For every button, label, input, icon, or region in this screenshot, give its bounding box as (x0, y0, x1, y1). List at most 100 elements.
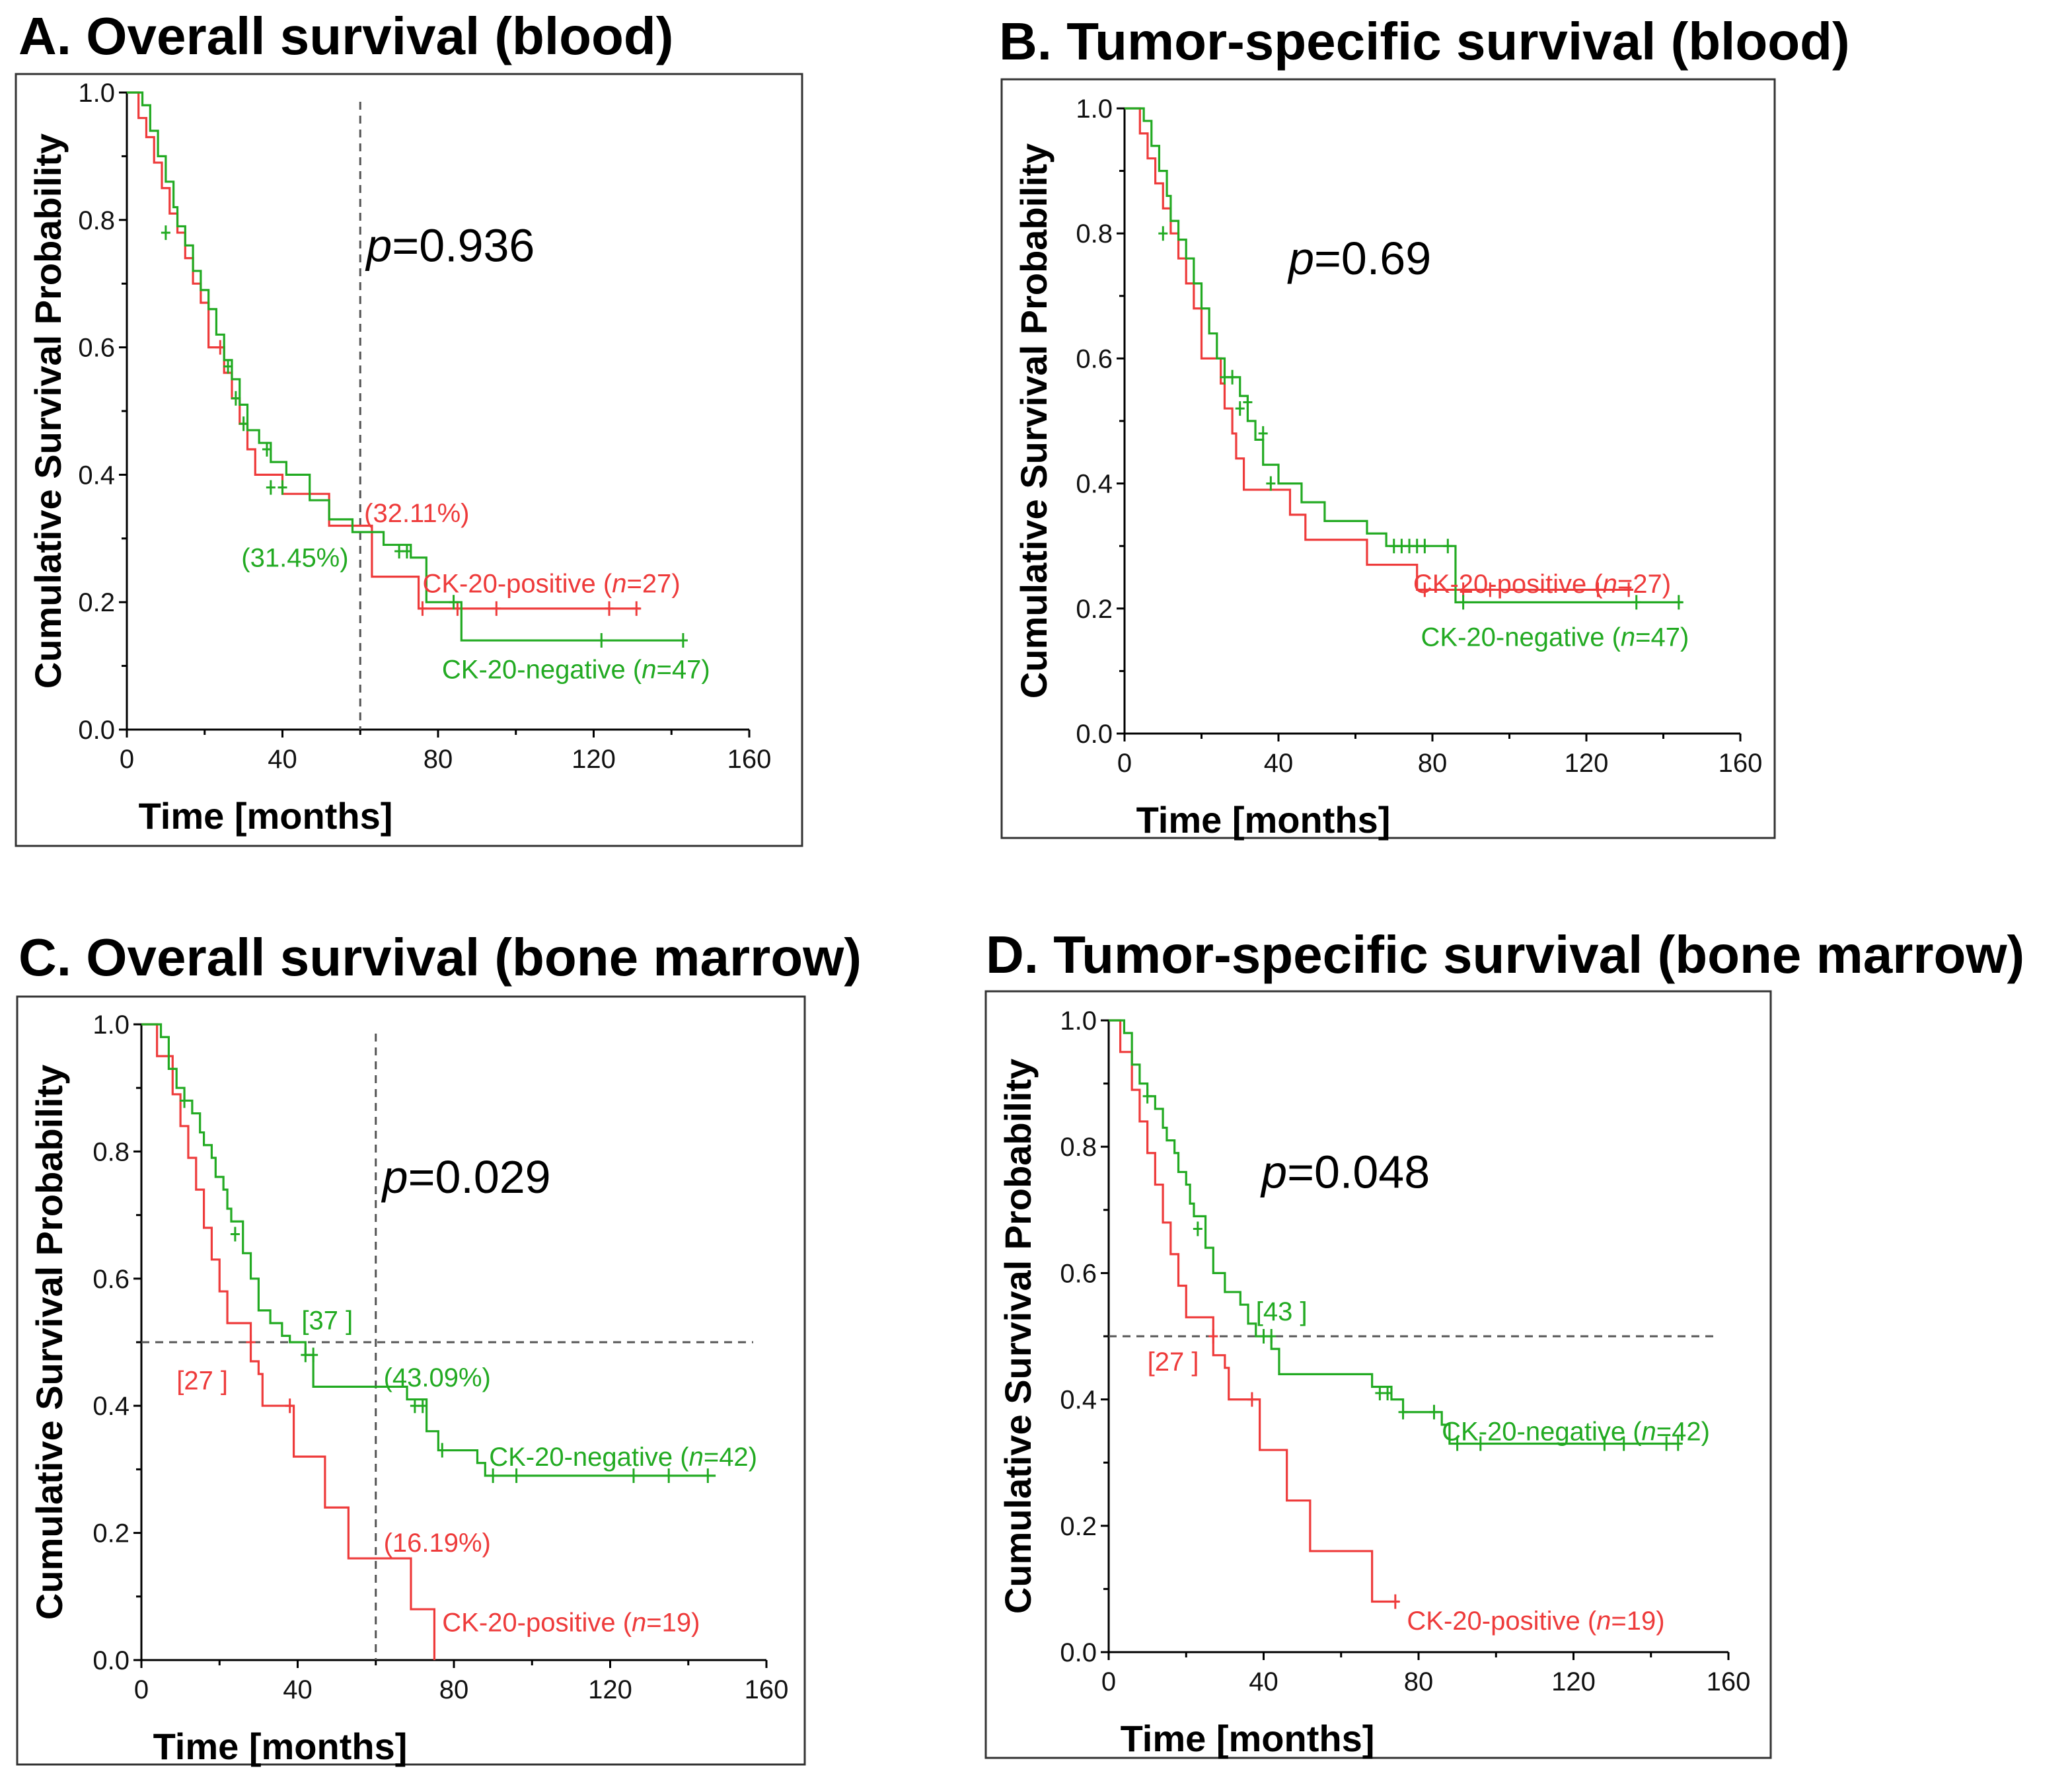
censor-mark (1475, 1436, 1485, 1451)
km-panel-a: A. Overall survival (blood) 0.0 0.2 0.4 0.6 0… (15, 7, 803, 847)
p-symbol: p (365, 219, 392, 271)
curve-annotation: (32.11%) (364, 499, 469, 528)
km-panel-d: D. Tumor-specific survival (bone marrow)… (984, 925, 2024, 1759)
legend-n-symbol: n (689, 1443, 704, 1472)
x-tick-label: 120 (588, 1675, 632, 1704)
curve-annotation: [27 ] (1148, 1347, 1199, 1377)
legend-series-name: CK-20-positive (1413, 570, 1586, 599)
plot-frame (15, 73, 803, 847)
censor-mark (161, 225, 170, 241)
x-tick-label: 0 (1101, 1667, 1116, 1696)
p-value-label: p=0.936 (365, 219, 535, 271)
censor-mark (278, 480, 287, 495)
legend-n-value: =27 (1617, 570, 1662, 599)
survival-curve-ck-20-negative (127, 91, 683, 642)
censor-mark (1235, 401, 1245, 416)
legend-entry: CK-20-negative (n=47) (442, 655, 710, 684)
legend-paren-close: ) (1680, 623, 1689, 652)
legend-paren-close: ) (691, 1608, 700, 1637)
y-tick-label: 0.8 (78, 206, 115, 235)
censor-mark (1228, 369, 1238, 385)
censor-mark (1420, 582, 1430, 597)
p-symbol: p (1287, 233, 1314, 284)
censor-mark (1390, 1594, 1400, 1609)
legend-n-value: =47 (657, 655, 702, 684)
censor-mark (1429, 1404, 1439, 1420)
y-axis-label: Cumulative Survival Probability (1013, 143, 1054, 699)
y-tick-label: 0.2 (92, 1519, 130, 1548)
y-tick-label: 0.2 (78, 588, 115, 617)
censor-mark (1398, 1404, 1408, 1420)
x-tick-label: 40 (1249, 1667, 1278, 1696)
legend-n-value: =42 (704, 1443, 749, 1472)
censor-mark (1158, 226, 1168, 241)
p-value-label: p=0.69 (1287, 233, 1431, 284)
censor-mark (1208, 1329, 1218, 1344)
legend-series-name: CK-20-negative (489, 1443, 673, 1472)
p-value-label: p=0.029 (381, 1151, 551, 1203)
censor-mark (223, 359, 233, 374)
x-tick-label: 40 (1264, 749, 1294, 778)
censor-mark (1142, 1088, 1152, 1104)
legend-entry: CK-20-positive (n=27) (1413, 570, 1671, 599)
curve-annotation: (31.45%) (241, 544, 348, 573)
p-value-number: =0.936 (392, 219, 535, 271)
legend-paren-close: ) (1662, 570, 1671, 599)
censor-mark (1383, 1386, 1393, 1401)
y-tick-label: 1.0 (92, 1010, 130, 1040)
km-panel-b: B. Tumor-specific survival (blood) 0.0 0.2… (999, 12, 1850, 841)
y-tick-label: 0.0 (92, 1646, 130, 1675)
censor-mark (1266, 476, 1276, 491)
censor-mark (402, 544, 412, 559)
legend-paren-close: ) (671, 569, 680, 598)
censor-mark (664, 1468, 674, 1484)
censor-mark (410, 1398, 420, 1414)
x-tick-label: 80 (424, 745, 453, 774)
censor-mark (394, 544, 404, 559)
p-value-number: =0.69 (1314, 233, 1431, 284)
legend-series-name: CK-20-positive (1407, 1607, 1580, 1636)
legend-entry: CK-20-negative (n=47) (1421, 623, 1689, 652)
legend-n-value: =47 (1635, 623, 1680, 652)
censor-mark (1662, 1436, 1672, 1451)
x-tick-label: 120 (1565, 749, 1609, 778)
legend-series-name: CK-20-negative (442, 655, 626, 684)
legend-n-symbol: n (642, 655, 656, 684)
legend-n-symbol: n (1603, 570, 1617, 599)
legend-paren-close: ) (1656, 1607, 1664, 1636)
censor-mark (262, 441, 272, 457)
censor-mark (632, 601, 642, 616)
censor-mark (1600, 1436, 1610, 1451)
y-tick-label: 0.4 (1076, 470, 1113, 499)
p-symbol: p (381, 1151, 408, 1203)
censor-mark (605, 601, 614, 616)
censor-mark (597, 633, 607, 648)
censor-mark (1259, 1329, 1269, 1344)
x-tick-label: 0 (120, 745, 134, 774)
censor-mark (418, 1398, 427, 1414)
y-tick-label: 0.8 (1076, 219, 1113, 248)
censor-mark (1375, 1386, 1385, 1401)
legend-paren-open: ( (1580, 1607, 1597, 1636)
survival-curve-ck-20-positive (1125, 107, 1633, 591)
y-tick-label: 0.2 (1060, 1512, 1097, 1541)
censor-mark (309, 1347, 318, 1363)
x-axis-label: Time [months] (139, 795, 393, 837)
censor-mark (1619, 1436, 1629, 1451)
x-axis-label: Time [months] (1121, 1718, 1375, 1759)
censor-mark (418, 601, 427, 616)
panel-title: D. Tumor-specific survival (bone marrow) (986, 925, 2024, 984)
censor-mark (703, 1468, 713, 1484)
survival-curve-ck-20-negative (1125, 107, 1683, 603)
censor-mark (231, 391, 240, 406)
y-tick-label: 0.8 (92, 1137, 130, 1166)
legend-paren-open: ( (1625, 1417, 1642, 1446)
legend-entry: CK-20-positive (n=27) (422, 569, 680, 598)
legend-n-symbol: n (632, 1608, 646, 1637)
y-tick-label: 0.6 (78, 334, 115, 363)
legend-paren-open: ( (596, 569, 612, 598)
legend-series-name: CK-20-negative (1442, 1417, 1625, 1446)
legend-paren-open: ( (673, 1443, 689, 1472)
censor-mark (285, 1398, 295, 1414)
legend-n-symbol: n (1621, 623, 1635, 652)
